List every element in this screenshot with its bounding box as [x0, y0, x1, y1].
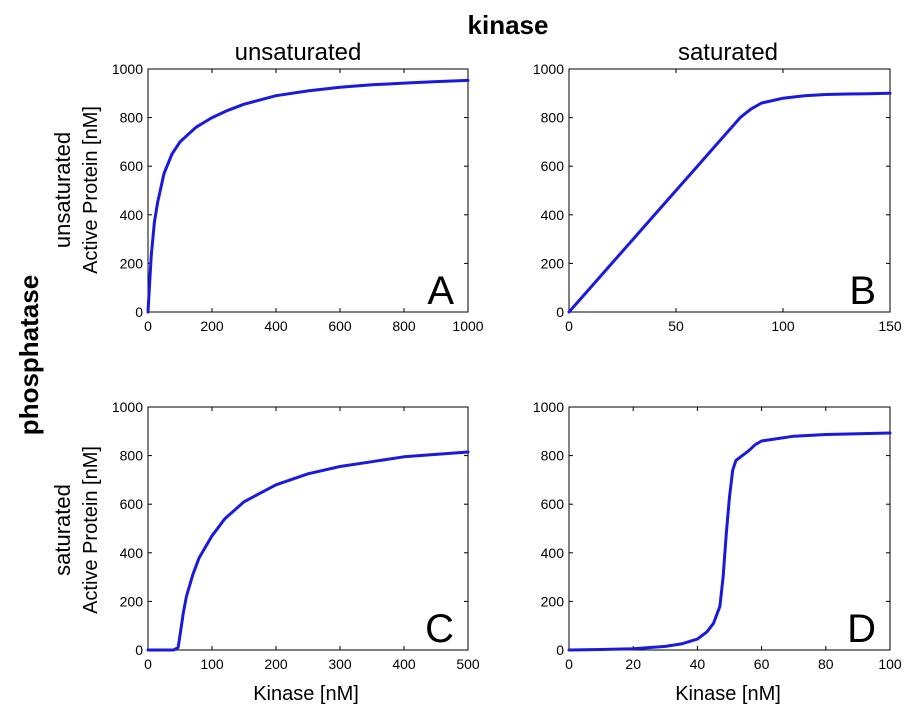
x-tick-label: 0	[144, 318, 152, 334]
y-tick-label: 200	[541, 255, 565, 271]
x-tick-label: 500	[456, 656, 480, 672]
x-tick-label: 0	[565, 318, 573, 334]
x-tick-label: 80	[818, 656, 834, 672]
y-tick-label: 1000	[112, 61, 143, 77]
y-tick-label: 0	[135, 642, 143, 658]
y-tick-label: 1000	[533, 61, 564, 77]
panel-letter: B	[849, 269, 876, 313]
panel-letter: C	[425, 607, 454, 651]
y-tick-label: 1000	[112, 399, 143, 415]
row-label-bottom: saturated	[50, 484, 75, 576]
panel-letter: D	[847, 607, 876, 651]
row-header-title: phosphatase	[14, 275, 44, 435]
y-tick-label: 400	[120, 545, 144, 561]
x-tick-label: 1000	[452, 318, 483, 334]
plot-frame	[147, 68, 469, 313]
y-tick-label: 600	[541, 496, 565, 512]
y-tick-label: 0	[556, 304, 564, 320]
y-tick-label: 1000	[533, 399, 564, 415]
panel-letter: A	[427, 269, 454, 313]
x-tick-label: 800	[392, 318, 416, 334]
series-line-0	[567, 431, 892, 652]
x-tick-label: 50	[668, 318, 684, 334]
y-tick-label: 200	[120, 593, 144, 609]
x-tick-label: 200	[264, 656, 288, 672]
x-tick-label: 600	[328, 318, 352, 334]
x-axis-label-left: Kinase [nM]	[253, 683, 359, 705]
y-tick-label: 200	[541, 593, 565, 609]
x-tick-label: 200	[200, 318, 224, 334]
y-tick-label: 400	[541, 545, 565, 561]
plot-frame	[568, 68, 891, 313]
y-tick-label: 800	[541, 448, 565, 464]
x-tick-label: 0	[144, 656, 152, 672]
y-tick-label: 0	[135, 304, 143, 320]
panel-c: 0 100 200 300 400 500 0 200 400 600 800 1000 C	[112, 399, 480, 672]
plot-frame	[147, 406, 469, 651]
y-axis-label-top: Active Protein [nM]	[80, 106, 102, 274]
x-tick-label: 150	[878, 318, 902, 334]
column-label-right: saturated	[678, 39, 778, 66]
y-axis-label-bottom: Active Protein [nM]	[80, 446, 102, 614]
x-tick-label: 100	[771, 318, 795, 334]
column-label-left: unsaturated	[235, 39, 362, 66]
x-tick-label: 100	[878, 656, 902, 672]
x-axis-label-right: Kinase [nM]	[675, 683, 781, 705]
x-tick-label: 400	[264, 318, 288, 334]
x-tick-label: 60	[754, 656, 770, 672]
series-line-0	[146, 78, 470, 314]
plot-frame	[568, 406, 891, 651]
y-tick-label: 200	[120, 255, 144, 271]
x-tick-label: 20	[625, 656, 641, 672]
y-tick-label: 400	[541, 207, 565, 223]
panel-b: 0 50 100 150 0 200 400 600 800 1000 B	[533, 61, 902, 334]
row-label-top: unsaturated	[50, 132, 75, 248]
x-tick-label: 0	[565, 656, 573, 672]
x-tick-label: 300	[328, 656, 352, 672]
panel-a: 0 200 400 600 800 1000 0 200 400 600 800 1000 A	[112, 61, 484, 334]
x-tick-label: 100	[200, 656, 224, 672]
y-tick-label: 800	[541, 110, 565, 126]
y-tick-label: 0	[556, 642, 564, 658]
x-tick-label: 40	[690, 656, 706, 672]
y-tick-label: 800	[120, 110, 144, 126]
y-tick-label: 400	[120, 207, 144, 223]
y-tick-label: 600	[541, 158, 565, 174]
series-line-0	[567, 91, 892, 314]
column-header-title: kinase	[468, 10, 549, 40]
y-tick-label: 600	[120, 496, 144, 512]
y-tick-label: 600	[120, 158, 144, 174]
x-tick-label: 400	[392, 656, 416, 672]
series-line-0	[146, 450, 470, 652]
y-tick-label: 800	[120, 448, 144, 464]
